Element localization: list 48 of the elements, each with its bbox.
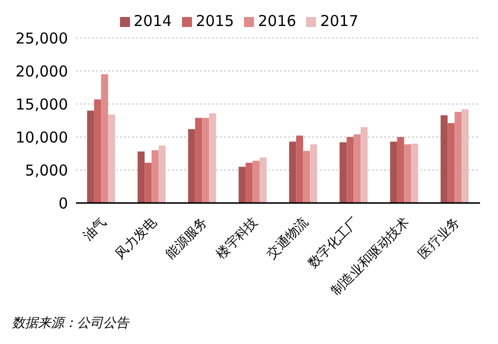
bar — [390, 142, 398, 203]
bar — [289, 142, 296, 203]
bar — [360, 127, 368, 203]
legend-label: 2015 — [196, 12, 234, 30]
x-tick-label: 风力发电 — [112, 214, 160, 262]
bar — [397, 137, 404, 203]
bar — [462, 109, 469, 203]
y-tick-label: 10,000 — [16, 128, 68, 146]
bar — [260, 157, 267, 203]
bar — [101, 74, 108, 203]
bar — [252, 160, 260, 203]
bar — [195, 118, 202, 203]
y-tick-label: 0 — [58, 194, 68, 212]
bar — [411, 144, 418, 203]
bar — [448, 123, 455, 203]
bar — [354, 134, 361, 203]
y-tick-label: 15,000 — [16, 95, 68, 114]
x-tick-label: 油气 — [80, 214, 110, 244]
bar — [310, 144, 318, 203]
bar — [440, 115, 448, 203]
bar — [346, 137, 354, 203]
y-tick-label: 5,000 — [25, 161, 68, 180]
y-tick-label: 20,000 — [16, 62, 68, 80]
y-tick-label: 25,000 — [16, 29, 68, 48]
bar — [152, 150, 159, 203]
bar — [108, 114, 116, 203]
bar — [454, 112, 462, 203]
bar — [246, 162, 253, 203]
source-note: 数据来源：公司公告 — [11, 315, 131, 332]
bar — [144, 162, 152, 203]
legend-label: 2016 — [258, 12, 296, 30]
bar — [188, 129, 196, 203]
bar — [87, 110, 94, 203]
bar — [94, 99, 102, 203]
x-tick-label: 医疗业务 — [416, 214, 464, 262]
bar — [296, 136, 304, 203]
bar — [158, 146, 166, 203]
bar — [340, 142, 347, 203]
bar — [209, 113, 216, 203]
x-tick-label: 楼宇科技 — [213, 214, 262, 262]
bar — [404, 144, 412, 203]
bar — [138, 152, 145, 203]
bar — [202, 118, 210, 203]
legend-label: 2014 — [134, 12, 172, 30]
bar — [303, 150, 310, 203]
bar — [238, 166, 246, 203]
legend-label: 2017 — [320, 12, 358, 30]
x-tick-label: 能源服务 — [163, 214, 211, 262]
